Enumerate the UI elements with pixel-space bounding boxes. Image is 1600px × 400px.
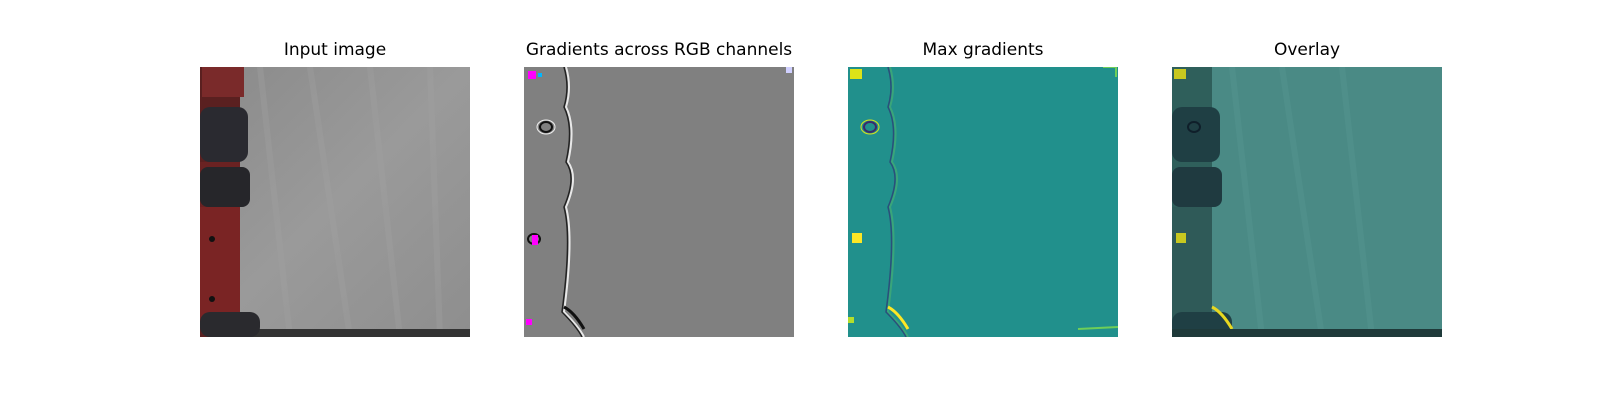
panel-title-input-image: Input image	[283, 40, 387, 60]
panel-title-overlay: Overlay	[1273, 40, 1341, 60]
overlay-image	[1172, 67, 1442, 337]
input-image	[200, 67, 470, 337]
input-image-panel	[200, 67, 470, 337]
max-gradients-panel	[848, 67, 1118, 337]
rgb-gradients-panel	[524, 67, 794, 337]
panel-title-rgb-gradients: Gradients across RGB channels	[525, 40, 793, 60]
panel-title-max-gradients: Max gradients	[922, 40, 1044, 60]
overlay-panel	[1172, 67, 1442, 337]
max-gradients-image	[848, 67, 1118, 337]
rgb-gradients-image	[524, 67, 794, 337]
